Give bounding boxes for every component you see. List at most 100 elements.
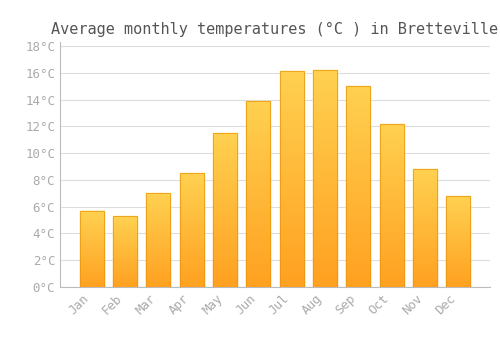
Bar: [180, 201, 204, 202]
Bar: [180, 216, 204, 218]
Bar: [113, 238, 137, 239]
Bar: [246, 256, 270, 257]
Bar: [146, 231, 171, 232]
Bar: [380, 272, 404, 274]
Bar: [313, 129, 337, 131]
Bar: [413, 270, 437, 271]
Bar: [413, 184, 437, 186]
Bar: [413, 243, 437, 245]
Bar: [313, 133, 337, 135]
Bar: [213, 258, 237, 259]
Bar: [446, 285, 470, 286]
Bar: [346, 233, 370, 235]
Bar: [346, 120, 370, 122]
Bar: [213, 162, 237, 164]
Bar: [246, 179, 270, 181]
Bar: [346, 154, 370, 156]
Bar: [146, 207, 171, 208]
Bar: [413, 195, 437, 196]
Bar: [446, 245, 470, 246]
Bar: [213, 196, 237, 198]
Bar: [346, 164, 370, 167]
Bar: [313, 77, 337, 79]
Bar: [346, 110, 370, 112]
Bar: [446, 250, 470, 251]
Bar: [213, 187, 237, 188]
Bar: [146, 212, 171, 213]
Bar: [80, 261, 104, 262]
Bar: [446, 270, 470, 271]
Bar: [313, 280, 337, 283]
Bar: [280, 285, 303, 287]
Bar: [346, 203, 370, 205]
Bar: [446, 226, 470, 227]
Bar: [280, 209, 303, 211]
Bar: [213, 239, 237, 241]
Bar: [146, 197, 171, 198]
Bar: [446, 196, 470, 287]
Bar: [213, 241, 237, 242]
Bar: [280, 203, 303, 205]
Bar: [180, 207, 204, 209]
Bar: [280, 179, 303, 181]
Bar: [380, 124, 404, 125]
Bar: [413, 284, 437, 285]
Bar: [146, 214, 171, 215]
Bar: [313, 209, 337, 211]
Bar: [313, 155, 337, 157]
Bar: [413, 194, 437, 195]
Bar: [413, 227, 437, 228]
Bar: [380, 243, 404, 245]
Bar: [80, 284, 104, 285]
Bar: [80, 258, 104, 259]
Bar: [313, 202, 337, 205]
Bar: [313, 198, 337, 200]
Bar: [213, 153, 237, 155]
Bar: [380, 192, 404, 194]
Bar: [146, 200, 171, 201]
Bar: [80, 274, 104, 275]
Bar: [313, 176, 337, 178]
Bar: [213, 275, 237, 276]
Bar: [380, 284, 404, 285]
Bar: [413, 268, 437, 270]
Bar: [113, 219, 137, 220]
Bar: [146, 213, 171, 214]
Bar: [313, 144, 337, 146]
Bar: [180, 190, 204, 191]
Bar: [80, 248, 104, 249]
Bar: [313, 122, 337, 124]
Bar: [446, 224, 470, 225]
Bar: [80, 267, 104, 268]
Bar: [280, 196, 303, 199]
Bar: [80, 273, 104, 274]
Bar: [446, 282, 470, 284]
Bar: [246, 101, 270, 287]
Bar: [180, 259, 204, 260]
Bar: [280, 214, 303, 216]
Bar: [80, 268, 104, 269]
Bar: [146, 281, 171, 282]
Bar: [413, 271, 437, 272]
Bar: [380, 148, 404, 150]
Bar: [180, 244, 204, 245]
Bar: [346, 279, 370, 281]
Bar: [180, 286, 204, 287]
Bar: [213, 150, 237, 152]
Bar: [346, 247, 370, 249]
Bar: [113, 229, 137, 230]
Bar: [180, 220, 204, 221]
Bar: [246, 142, 270, 144]
Title: Average monthly temperatures (°C ) in Bretteville: Average monthly temperatures (°C ) in Br…: [52, 22, 498, 37]
Bar: [280, 235, 303, 237]
Bar: [380, 184, 404, 186]
Bar: [346, 281, 370, 283]
Bar: [180, 271, 204, 272]
Bar: [180, 181, 204, 182]
Bar: [180, 250, 204, 251]
Bar: [313, 224, 337, 226]
Bar: [346, 170, 370, 173]
Bar: [413, 182, 437, 183]
Bar: [246, 166, 270, 168]
Bar: [213, 256, 237, 258]
